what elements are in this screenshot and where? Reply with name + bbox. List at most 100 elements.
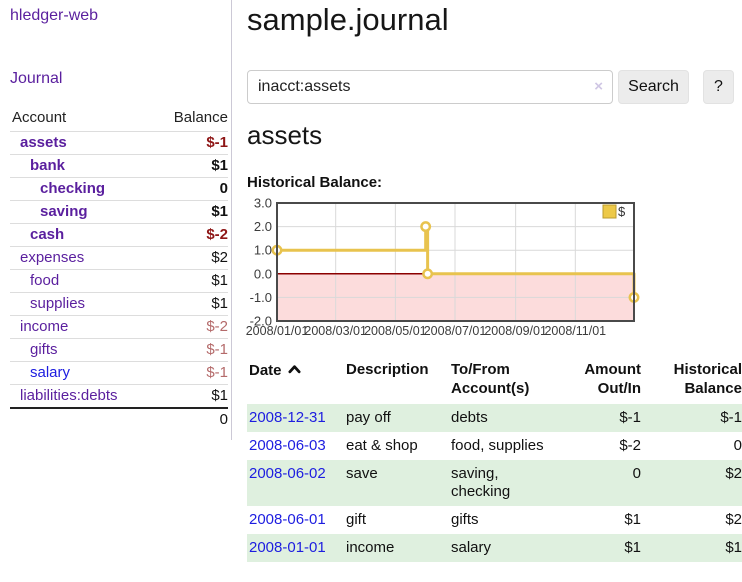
- account-row: income $-2: [10, 315, 228, 338]
- svg-text:2008/05/01: 2008/05/01: [364, 324, 427, 338]
- transaction-row: 2008-12-31 pay off debts $-1 $-1: [247, 404, 742, 432]
- transaction-row: 2008-01-01 income salary $1 $1: [247, 534, 742, 562]
- transaction-row: 2008-06-01 gift gifts $1 $2: [247, 506, 742, 534]
- transaction-accounts: food, supplies: [451, 437, 544, 454]
- account-column-header: Account: [12, 109, 67, 126]
- account-link-checking[interactable]: checking: [40, 180, 106, 197]
- account-link-gifts[interactable]: gifts: [30, 341, 58, 358]
- app-title-link[interactable]: hledger-web: [10, 7, 99, 24]
- svg-text:3.0: 3.0: [254, 196, 272, 211]
- transaction-accounts: salary: [451, 539, 492, 556]
- balance-column-header: Balance: [173, 109, 228, 126]
- transaction-amount: $-1: [619, 409, 641, 426]
- transaction-date-link[interactable]: 2008-06-03: [249, 437, 326, 454]
- transactions-header-row: Date Description To/From Account(s) Amou…: [247, 356, 742, 404]
- transaction-date-link[interactable]: 2008-01-01: [249, 539, 326, 556]
- account-balance: $1: [211, 272, 228, 289]
- svg-text:0.0: 0.0: [254, 266, 272, 281]
- account-balance: $1: [211, 203, 228, 220]
- search-form: × Search ?: [247, 70, 734, 104]
- account-row: food $1: [10, 269, 228, 292]
- account-link-food[interactable]: food: [30, 272, 60, 289]
- accounts-table: Account Balance assets $-1 bank $1 checking 0…: [10, 106, 228, 431]
- account-balance: $-2: [206, 318, 228, 335]
- clear-search-icon[interactable]: ×: [594, 78, 603, 95]
- search-input[interactable]: [247, 70, 613, 104]
- account-row: checking 0: [10, 177, 228, 200]
- account-link-expenses[interactable]: expenses: [20, 249, 85, 266]
- help-button[interactable]: ?: [703, 70, 734, 104]
- search-button[interactable]: Search: [618, 70, 689, 104]
- account-link-bank[interactable]: bank: [30, 157, 66, 174]
- transaction-row: 2008-06-03 eat & shop food, supplies $-2 0: [247, 432, 742, 460]
- transaction-date-link[interactable]: 2008-12-31: [249, 409, 326, 426]
- svg-text:1.0: 1.0: [254, 243, 272, 258]
- header-description: Description: [346, 361, 429, 378]
- transaction-date-link[interactable]: 2008-06-02: [249, 465, 326, 482]
- header-historical-balance: Historical Balance: [673, 361, 742, 397]
- transaction-amount: 0: [632, 465, 641, 482]
- account-link-supplies[interactable]: supplies: [30, 295, 86, 312]
- account-row: salary $-1: [10, 361, 228, 384]
- transaction-balance: $2: [725, 511, 742, 528]
- historical-balance-chart: $3.0 2.0 1.0 0.0 -1.0 -2.0 2008/01/01 2008/03/0…: [244, 196, 644, 346]
- account-balance: $1: [211, 157, 228, 174]
- account-row: cash $-2: [10, 223, 228, 246]
- account-link-saving[interactable]: saving: [40, 203, 88, 220]
- chart-svg: $3.0 2.0 1.0 0.0 -1.0 -2.02008/01/012008/03/0…: [246, 196, 640, 338]
- accounts-table-header: Account Balance: [10, 106, 228, 131]
- svg-text:2.0: 2.0: [254, 219, 272, 234]
- account-row: supplies $1: [10, 292, 228, 315]
- svg-text:2008/11/01: 2008/11/01: [544, 324, 606, 338]
- account-balance: $2: [211, 249, 228, 266]
- account-link-income[interactable]: income: [20, 318, 69, 335]
- account-link-liabilities-debts[interactable]: liabilities:debts: [20, 387, 118, 404]
- transaction-description: income: [346, 539, 395, 556]
- account-row: saving $1: [10, 200, 228, 223]
- transaction-balance: $-1: [720, 409, 742, 426]
- transaction-row: 2008-06-02 save saving, checking 0 $2: [247, 460, 742, 506]
- transaction-description: eat & shop: [346, 437, 418, 454]
- account-balance: $-2: [206, 226, 228, 243]
- transaction-amount: $1: [624, 511, 641, 528]
- account-row: liabilities:debts $1: [10, 384, 228, 407]
- transaction-amount: $1: [624, 539, 641, 556]
- chart-title: Historical Balance:: [247, 174, 383, 191]
- transaction-amount: $-2: [619, 437, 641, 454]
- svg-text:$: $: [618, 204, 626, 219]
- header-accounts: To/From Account(s): [451, 361, 530, 397]
- transaction-description: pay off: [346, 409, 391, 426]
- transaction-accounts: saving, checking: [451, 465, 511, 500]
- header-amount: Amount Out/In: [584, 361, 641, 397]
- header-date[interactable]: Date: [247, 356, 344, 404]
- transactions-table: Date Description To/From Account(s) Amou…: [247, 356, 742, 562]
- account-link-assets[interactable]: assets: [20, 134, 67, 151]
- transaction-balance: $2: [725, 465, 742, 482]
- account-balance: $-1: [206, 364, 228, 381]
- transaction-accounts: debts: [451, 409, 488, 426]
- account-heading: assets: [247, 120, 323, 150]
- account-row: assets $-1: [10, 131, 228, 154]
- account-balance: $1: [211, 387, 228, 404]
- transaction-balance: $1: [725, 539, 742, 556]
- accounts-total-row: 0: [10, 407, 228, 431]
- account-link-cash[interactable]: cash: [30, 226, 65, 243]
- transactions-body: 2008-12-31 pay off debts $-1 $-1 2008-06-03 ea…: [247, 404, 742, 562]
- account-row: expenses $2: [10, 246, 228, 269]
- account-link-salary[interactable]: salary: [30, 364, 71, 381]
- transaction-accounts: gifts: [451, 511, 479, 528]
- accounts-total-value: 0: [219, 411, 228, 428]
- transaction-date-link[interactable]: 2008-06-01: [249, 511, 326, 528]
- account-balance: $-1: [206, 341, 228, 358]
- account-balance: 0: [219, 180, 228, 197]
- sort-ascending-icon[interactable]: [287, 360, 301, 379]
- svg-text:-2.0: -2.0: [250, 314, 272, 329]
- sidebar-item-journal[interactable]: Journal: [10, 70, 63, 87]
- transaction-balance: 0: [733, 437, 742, 454]
- account-row: bank $1: [10, 154, 228, 177]
- page-title: sample.journal: [247, 2, 449, 37]
- transaction-description: gift: [346, 511, 367, 528]
- account-row: gifts $-1: [10, 338, 228, 361]
- svg-text:2008/07/01: 2008/07/01: [424, 324, 487, 338]
- header-date-label: Date: [249, 362, 282, 379]
